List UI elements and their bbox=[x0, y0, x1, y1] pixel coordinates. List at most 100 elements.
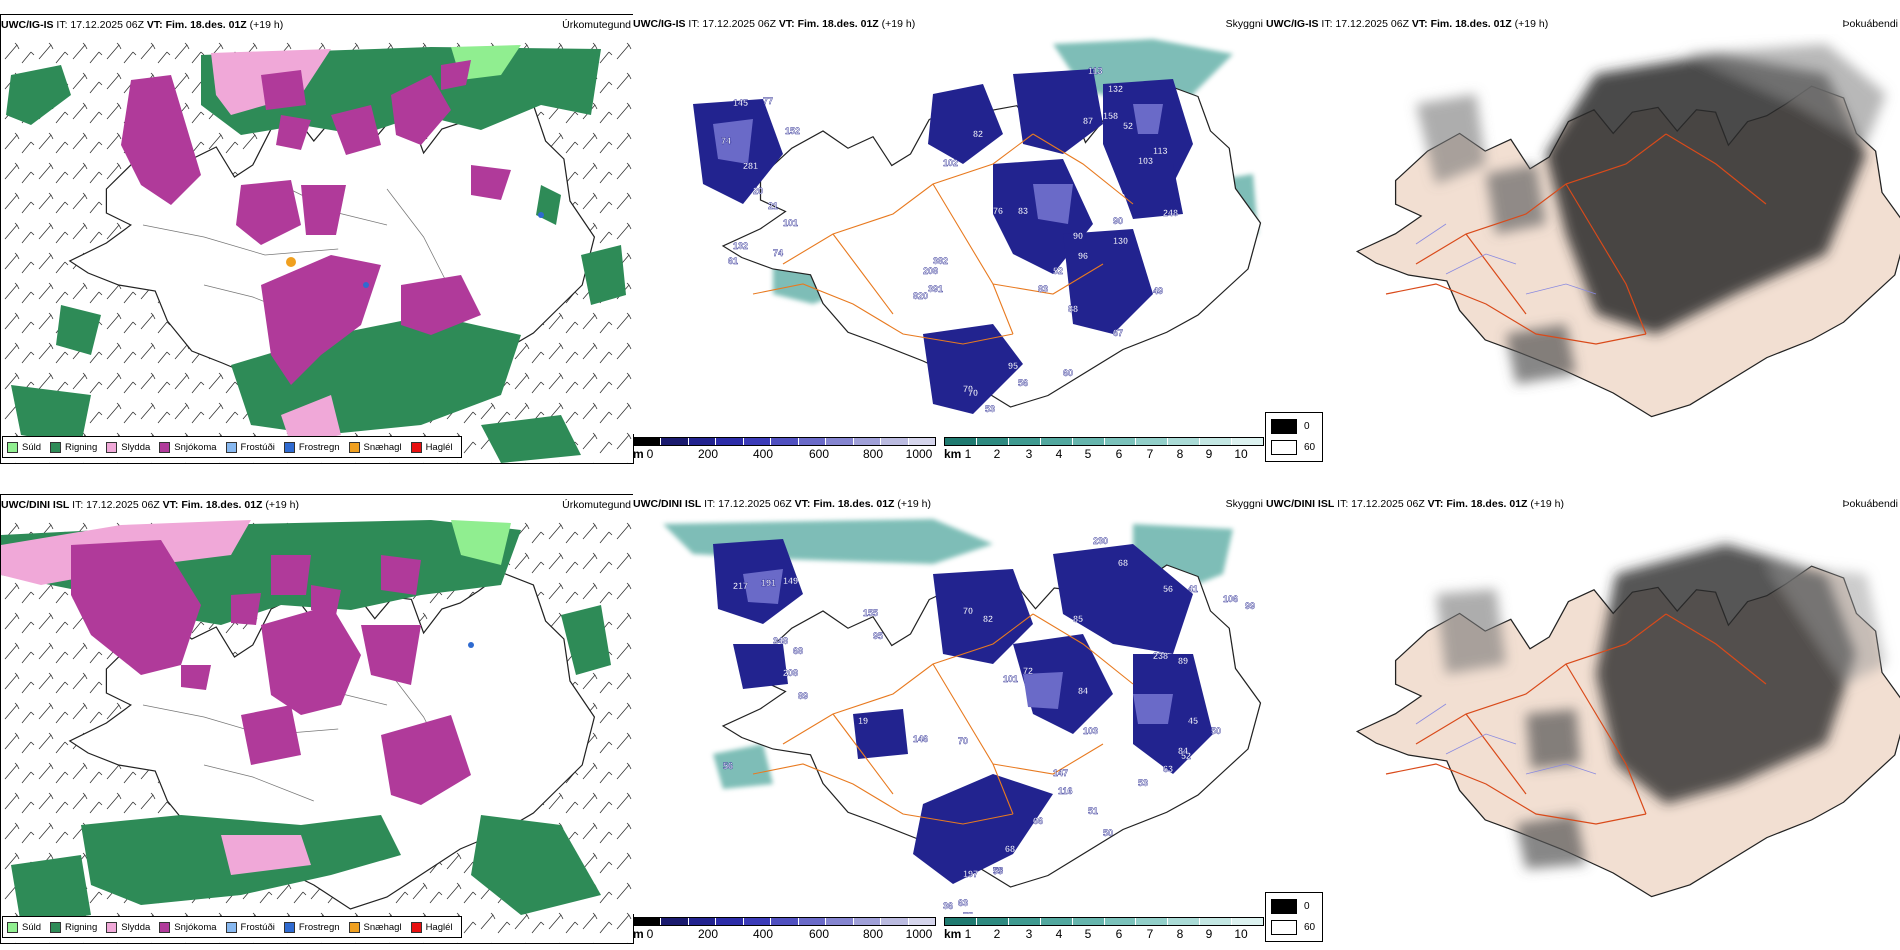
legend-label: Frostregn bbox=[298, 921, 340, 933]
tick-label: 5 bbox=[1084, 447, 1092, 461]
ceiling-label: 66 bbox=[1033, 816, 1043, 826]
ceiling-label: 74 bbox=[721, 136, 731, 146]
ceiling-label: 197 bbox=[963, 869, 978, 879]
ceiling-label: 103 bbox=[1138, 156, 1153, 166]
swatch bbox=[1271, 440, 1297, 455]
tick-label: 8 bbox=[1176, 447, 1184, 461]
ceiling-label: 155 bbox=[863, 608, 878, 618]
legend-item-sudd: Súld bbox=[7, 921, 42, 933]
tick-label: 1000 bbox=[905, 927, 933, 941]
ceiling-label: 70 bbox=[968, 388, 978, 398]
ceiling-unit: m bbox=[633, 927, 644, 941]
ceiling-label: 382 bbox=[933, 256, 948, 266]
ceiling-label: 89 bbox=[798, 691, 808, 701]
tick-label: 10 bbox=[1234, 447, 1248, 461]
cloud-map: 113 132 145 77 152 74 281 20 21 101 132 102 82 76 90 87… bbox=[633, 34, 1265, 434]
tick-label: 10 bbox=[1234, 927, 1248, 941]
ceiling-label: 52 bbox=[1053, 266, 1063, 276]
ceiling-label: 281 bbox=[743, 161, 758, 171]
model-name: UWC/DINI ISL bbox=[1, 499, 70, 511]
ceiling-label: 56 bbox=[1018, 378, 1028, 388]
ceiling-label: 191 bbox=[761, 578, 776, 588]
tick-label: 2 bbox=[993, 927, 1001, 941]
ceiling-label: 70 bbox=[963, 384, 973, 394]
swatch bbox=[348, 921, 360, 933]
ceiling-colorbar-ig: m 0 200 400 600 800 1000 bbox=[633, 437, 936, 467]
ceiling-label: 21 bbox=[768, 201, 778, 211]
vis-colorbar-ig: km 1 2 3 4 5 6 7 8 9 10 bbox=[944, 437, 1264, 467]
legend-label: Haglél bbox=[425, 441, 453, 453]
tick-label: 200 bbox=[697, 927, 719, 941]
ceiling-label: 130 bbox=[1113, 236, 1128, 246]
legend-label: Súld bbox=[22, 921, 42, 933]
lead-time: (+19 h) bbox=[1530, 498, 1564, 510]
ceiling-label: 63 bbox=[958, 898, 968, 908]
panel-header: UWC/IG-IS IT: 17.12.2025 06Z VT: Fim. 18… bbox=[1, 15, 633, 35]
panel-header: UWC/IG-IS IT: 17.12.2025 06Z VT: Fim. 18… bbox=[633, 14, 1265, 34]
ceiling-label: 60 bbox=[1063, 368, 1073, 378]
ceiling-label: 101 bbox=[783, 218, 798, 228]
ceiling-label: 113 bbox=[1088, 66, 1103, 76]
swatch bbox=[7, 921, 18, 933]
legend-label: Rigning bbox=[65, 921, 98, 933]
panel-header: UWC/DINI ISL IT: 17.12.2025 06Z VT: Fim.… bbox=[633, 494, 1265, 514]
ceiling-label: 67 bbox=[1113, 328, 1123, 338]
precip-map bbox=[1, 515, 633, 943]
swatch bbox=[283, 441, 295, 453]
ceiling-label: 248 bbox=[1163, 208, 1178, 218]
ceiling-label: 88 bbox=[1068, 304, 1078, 314]
lead-time: (+19 h) bbox=[897, 498, 931, 510]
model-name: UWC/IG-IS bbox=[633, 18, 686, 30]
tick-label: 9 bbox=[1205, 447, 1213, 461]
tick-label: 5 bbox=[1084, 927, 1092, 941]
vis-ticks: 1 2 3 4 5 6 7 8 9 10 bbox=[944, 447, 1264, 463]
ceiling-label: 85 bbox=[1073, 614, 1083, 624]
swatch bbox=[106, 921, 118, 933]
legend-label: Frostregn bbox=[298, 441, 340, 453]
ceiling-label: 238 bbox=[1153, 651, 1168, 661]
init-time: IT: 17.12.2025 06Z bbox=[688, 18, 776, 30]
ceiling-label: 87 bbox=[1083, 116, 1093, 126]
fog-legend-low: 60 bbox=[1304, 442, 1316, 453]
vis-ticks: 1 2 3 4 5 6 7 8 9 10 bbox=[944, 927, 1264, 943]
legend-label: Rigning bbox=[65, 441, 98, 453]
model-name: UWC/DINI ISL bbox=[633, 498, 702, 510]
legend-label: Snæhagl bbox=[363, 441, 402, 453]
ceiling-label: 84 bbox=[1078, 686, 1088, 696]
panel-header: UWC/IG-IS IT: 17.12.2025 06Z VT: Fim. 18… bbox=[1266, 14, 1900, 34]
swatch bbox=[50, 921, 62, 933]
ceiling-label: 116 bbox=[1058, 786, 1073, 796]
tick-label: 600 bbox=[808, 927, 830, 941]
ceiling-label: 82 bbox=[983, 614, 993, 624]
vis-bar bbox=[944, 917, 1264, 926]
ceiling-label: 230 bbox=[1093, 536, 1108, 546]
ceiling-label: 99 bbox=[1245, 601, 1255, 611]
ceiling-label: 147 bbox=[1053, 768, 1068, 778]
cloud-panel-dini: UWC/DINI ISL IT: 17.12.2025 06Z VT: Fim.… bbox=[633, 494, 1265, 914]
cloud-panel-ig: UWC/IG-IS IT: 17.12.2025 06Z VT: Fim. 18… bbox=[633, 14, 1265, 434]
legend-label: Snjókoma bbox=[174, 441, 217, 453]
tick-label: 400 bbox=[752, 927, 774, 941]
fog-legend-dini: 0 60 bbox=[1265, 892, 1323, 942]
ceiling-label: 83 bbox=[1038, 284, 1048, 294]
ceiling-label: 75 bbox=[963, 911, 973, 914]
model-name: UWC/IG-IS bbox=[1, 19, 54, 31]
tick-label: 6 bbox=[1115, 927, 1123, 941]
ceiling-label: 84 bbox=[1178, 746, 1188, 756]
ceiling-label: 53 bbox=[1138, 778, 1148, 788]
ceiling-label: 52 bbox=[1123, 121, 1133, 131]
ceiling-label: 68 bbox=[1005, 844, 1015, 854]
tick-label: 2 bbox=[993, 447, 1001, 461]
legend-item-haglel: Haglél bbox=[410, 441, 453, 453]
ceiling-label: 95 bbox=[1008, 361, 1018, 371]
panel-header: UWC/DINI ISL IT: 17.12.2025 06Z VT: Fim.… bbox=[1, 495, 633, 515]
legend-item-snjokoma: Snjókoma bbox=[159, 921, 217, 933]
ceiling-label: 208 bbox=[783, 668, 798, 678]
ceiling-label: 50 bbox=[1103, 828, 1113, 838]
ceiling-label: 83 bbox=[1018, 206, 1028, 216]
fog-map bbox=[1266, 34, 1900, 434]
ceiling-label: 50 bbox=[1211, 726, 1221, 736]
tick-label: 1000 bbox=[905, 447, 933, 461]
model-name: UWC/DINI ISL bbox=[1266, 498, 1335, 510]
ceiling-label: 51 bbox=[1088, 806, 1098, 816]
